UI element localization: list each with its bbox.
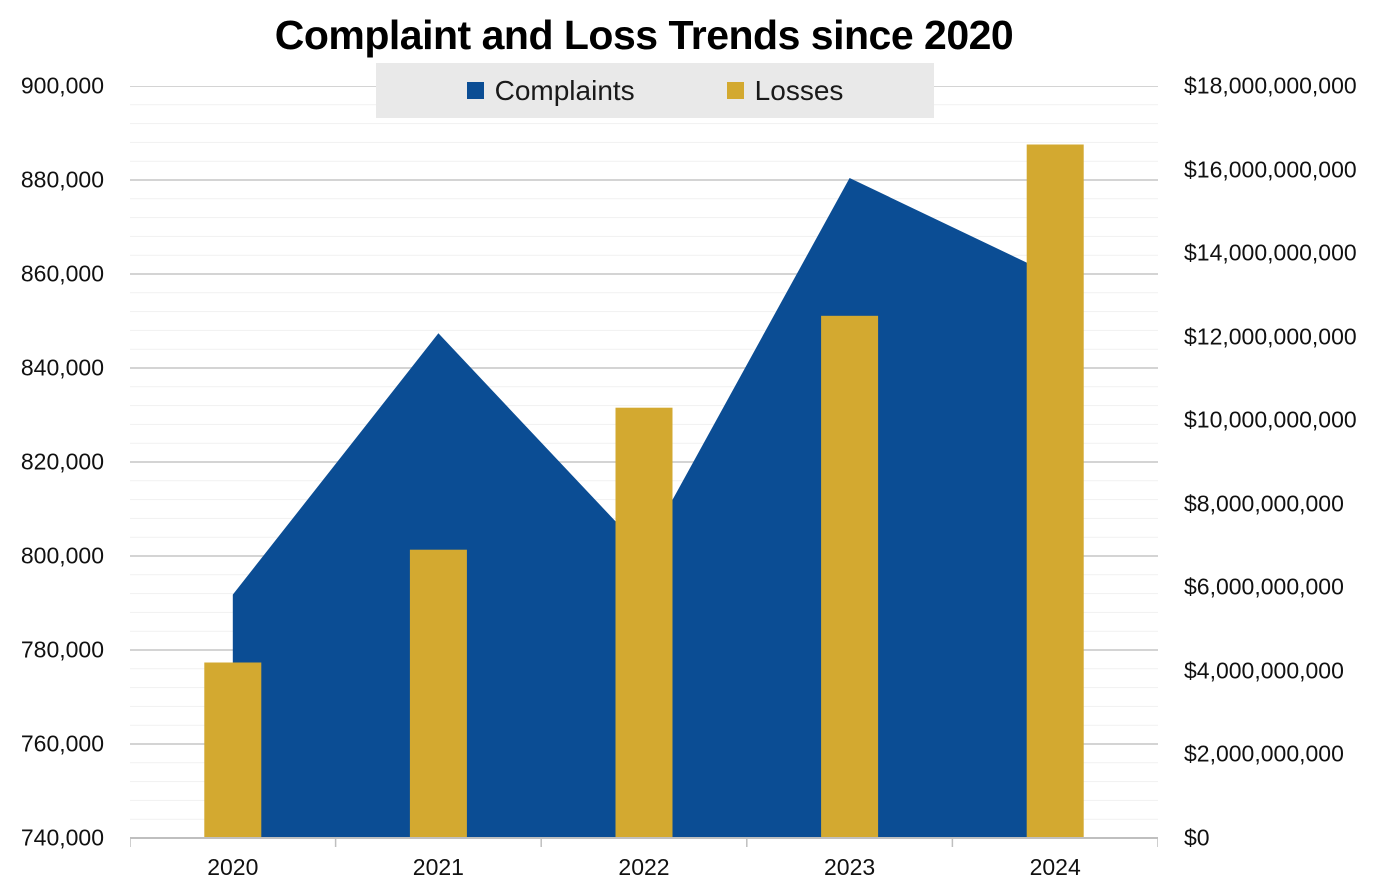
legend-item-losses: Losses bbox=[726, 74, 844, 106]
left-axis-tick-label: 800,000 bbox=[20, 542, 104, 569]
losses-bar-2024 bbox=[1026, 144, 1084, 838]
right-axis-tick-label: $2,000,000,000 bbox=[1184, 740, 1344, 767]
right-axis-tick-label: $16,000,000,000 bbox=[1184, 156, 1357, 183]
right-axis-tick-label: $18,000,000,000 bbox=[1184, 72, 1357, 99]
right-axis-tick-label: $0 bbox=[1184, 824, 1210, 851]
legend-item-complaints: Complaints bbox=[466, 74, 635, 106]
legend-label-losses: Losses bbox=[754, 74, 844, 106]
losses-bar-2021 bbox=[409, 549, 467, 838]
chart-title: Complaint and Loss Trends since 2020 bbox=[274, 12, 1014, 58]
left-axis-tick-label: 780,000 bbox=[20, 636, 104, 663]
right-axis-tick-label: $12,000,000,000 bbox=[1184, 323, 1357, 350]
x-axis-label-2023: 2023 bbox=[824, 854, 876, 880]
left-axis-tick-label: 760,000 bbox=[20, 730, 104, 757]
right-axis-tick-label: $8,000,000,000 bbox=[1184, 490, 1344, 517]
legend-label-complaints: Complaints bbox=[494, 74, 635, 106]
legend: Complaints Losses bbox=[376, 63, 934, 118]
x-axis-label-2022: 2022 bbox=[618, 854, 670, 880]
losses-bar-2023 bbox=[821, 315, 879, 838]
left-axis-tick-label: 900,000 bbox=[20, 72, 104, 99]
right-axis-tick-label: $10,000,000,000 bbox=[1184, 406, 1357, 433]
losses-bar-2020 bbox=[204, 662, 262, 838]
left-axis-tick-label: 840,000 bbox=[20, 354, 104, 381]
complaints-swatch-icon bbox=[466, 82, 484, 99]
x-axis-label-2020: 2020 bbox=[207, 854, 259, 880]
losses-swatch-icon bbox=[726, 82, 744, 99]
losses-bar-2022 bbox=[615, 407, 673, 838]
left-axis-tick-label: 880,000 bbox=[20, 166, 104, 193]
left-axis-tick-label: 860,000 bbox=[20, 260, 104, 287]
plot-area bbox=[130, 86, 1158, 847]
right-axis-tick-label: $4,000,000,000 bbox=[1184, 657, 1344, 684]
x-axis-label-2021: 2021 bbox=[412, 854, 464, 880]
left-axis-tick-label: 820,000 bbox=[20, 448, 104, 475]
left-axis-tick-label: 740,000 bbox=[20, 824, 104, 851]
right-axis-tick-label: $14,000,000,000 bbox=[1184, 239, 1357, 266]
x-axis-label-2024: 2024 bbox=[1029, 854, 1081, 880]
right-axis-tick-label: $6,000,000,000 bbox=[1184, 573, 1344, 600]
